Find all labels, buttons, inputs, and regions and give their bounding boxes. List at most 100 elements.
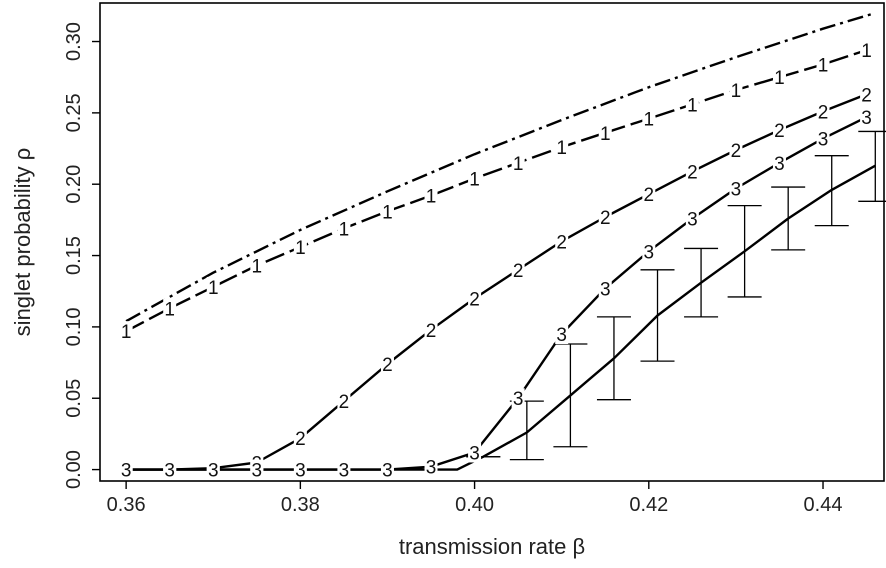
marker-background [685, 208, 699, 229]
series-marker-1: 1 [556, 138, 567, 159]
series-marker-1: 1 [644, 110, 655, 131]
marker-background [380, 201, 394, 222]
marker-background [511, 152, 525, 173]
series-marker-1: 1 [339, 219, 350, 240]
series-marker-1: 1 [426, 187, 437, 208]
series-1-line [125, 11, 876, 323]
marker-background [598, 122, 612, 143]
y-tick-label: 0.00 [63, 450, 85, 489]
marker-background [468, 288, 482, 309]
marker-background [555, 324, 569, 345]
marker-background [860, 84, 874, 105]
marker-background [642, 184, 656, 205]
series-marker-2: 2 [600, 208, 611, 229]
y-tick-label: 0.10 [63, 307, 85, 346]
marker-background [511, 259, 525, 280]
y-tick-label: 0.30 [63, 22, 85, 61]
x-tick-label: 0.42 [629, 494, 668, 516]
marker-background [729, 178, 743, 199]
marker-background [598, 207, 612, 228]
series-marker-3: 3 [861, 108, 872, 129]
series-marker-2: 2 [556, 232, 567, 253]
marker-background [206, 459, 220, 480]
y-axis-label: singlet probability ρ [10, 148, 35, 337]
marker-background [772, 119, 786, 140]
marker-background [206, 276, 220, 297]
marker-background [250, 459, 264, 480]
marker-background [598, 278, 612, 299]
marker-background [424, 456, 438, 477]
series-marker-1: 1 [252, 257, 263, 278]
series-marker-3: 3 [382, 461, 393, 482]
marker-background [772, 152, 786, 173]
series-marker-1: 1 [513, 154, 524, 175]
marker-background [380, 353, 394, 374]
series-marker-3: 3 [121, 461, 132, 482]
marker-background [119, 321, 133, 342]
series-marker-1: 1 [121, 322, 132, 343]
series-marker-3: 3 [644, 242, 655, 263]
marker-background [119, 459, 133, 480]
series-number-labels: 1111111111111111112222222222222222223333… [119, 40, 874, 482]
series-marker-2: 2 [382, 355, 393, 376]
series-marker-3: 3 [339, 461, 350, 482]
series-marker-1: 1 [600, 124, 611, 145]
series-marker-3: 3 [295, 461, 306, 482]
series-marker-2: 2 [295, 429, 306, 450]
marker-background [685, 161, 699, 182]
series-marker-2: 2 [513, 261, 524, 282]
series-marker-3: 3 [252, 461, 263, 482]
series-marker-1: 1 [731, 81, 742, 102]
series-marker-1: 1 [295, 238, 306, 259]
series-marker-2: 2 [644, 185, 655, 206]
marker-background [468, 168, 482, 189]
series-marker-2: 2 [339, 392, 350, 413]
series-marker-2: 2 [774, 121, 785, 142]
marker-background [642, 241, 656, 262]
marker-background [772, 67, 786, 88]
x-axis-label: transmission rate β [399, 534, 585, 559]
marker-background [816, 128, 830, 149]
marker-background [293, 459, 307, 480]
marker-background [860, 107, 874, 128]
series-marker-3: 3 [208, 461, 219, 482]
series-5-line [126, 164, 876, 471]
series-marker-3: 3 [774, 154, 785, 175]
series-marker-1: 1 [818, 55, 829, 76]
marker-background [729, 139, 743, 160]
series-marker-1: 1 [164, 299, 175, 320]
marker-background [424, 185, 438, 206]
series-marker-3: 3 [818, 130, 829, 151]
series-marker-1: 1 [208, 278, 219, 299]
marker-background [380, 459, 394, 480]
series-marker-3: 3 [469, 443, 480, 464]
y-tick-label: 0.15 [63, 236, 85, 275]
series-lines [125, 11, 876, 471]
marker-background [511, 388, 525, 409]
x-tick-label: 0.38 [281, 494, 320, 516]
series-marker-2: 2 [469, 289, 480, 310]
marker-background [163, 298, 177, 319]
series-marker-3: 3 [164, 461, 175, 482]
axis-ticks: 0.36 0.38 0.40 0.42 0.44 0.00 0.05 0.10 0.15 0.20… [63, 22, 842, 516]
series-marker-3: 3 [556, 325, 567, 346]
marker-background [468, 442, 482, 463]
series-marker-2: 2 [818, 102, 829, 123]
marker-background [424, 319, 438, 340]
marker-background [816, 54, 830, 75]
series-marker-3: 3 [600, 279, 611, 300]
marker-background [293, 236, 307, 257]
marker-background [729, 80, 743, 101]
series-marker-3: 3 [426, 458, 437, 479]
series-marker-3: 3 [513, 389, 524, 410]
y-tick-label: 0.25 [63, 93, 85, 132]
series-marker-2: 2 [426, 321, 437, 342]
x-tick-label: 0.44 [804, 494, 843, 516]
marker-background [337, 459, 351, 480]
series-marker-1: 1 [861, 41, 872, 62]
marker-background [555, 231, 569, 252]
y-tick-label: 0.05 [63, 379, 85, 418]
series-marker-2: 2 [731, 141, 742, 162]
series-marker-2: 2 [687, 162, 698, 183]
